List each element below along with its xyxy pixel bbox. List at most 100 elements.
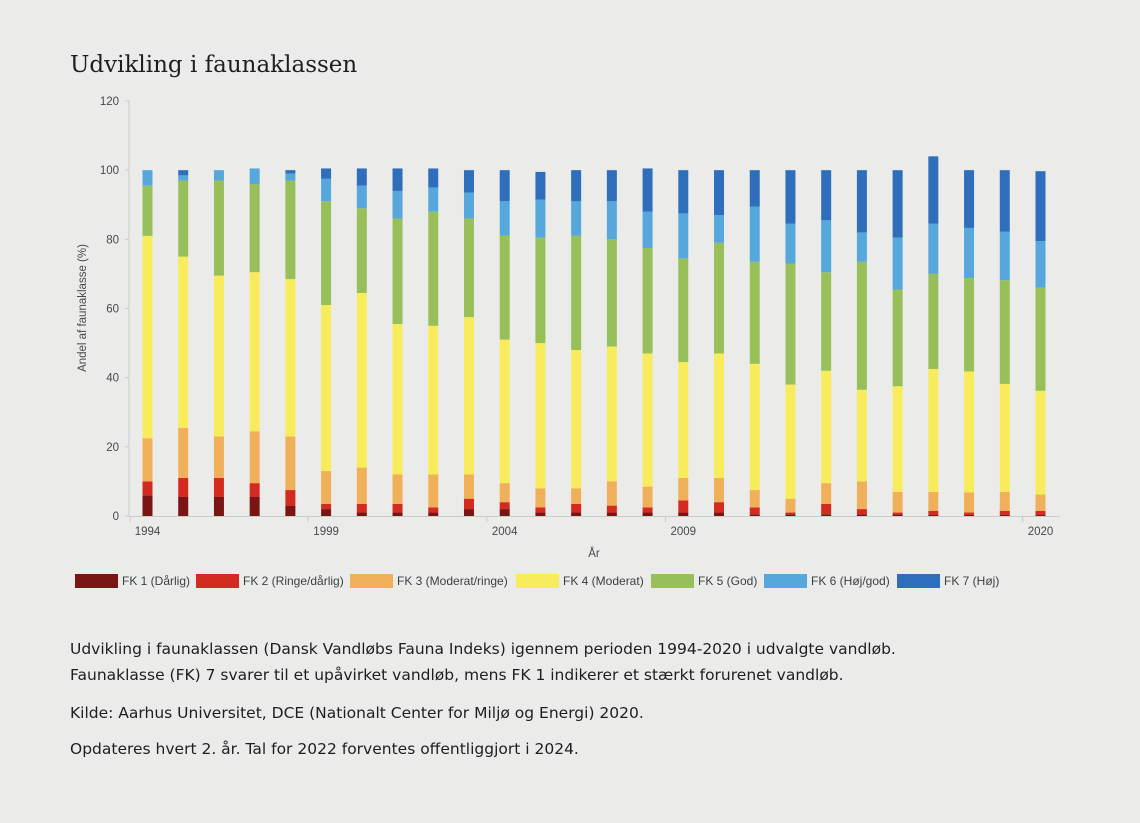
bar-segment-fk1 <box>928 514 939 516</box>
bar-segment-fk4 <box>821 370 832 484</box>
bar-segment-fk4 <box>535 343 546 489</box>
x-tick-label: 1999 <box>313 526 339 538</box>
bar-segment-fk2 <box>535 507 546 513</box>
bar-segment-fk5 <box>678 258 689 363</box>
bar-segment-fk5 <box>463 218 474 318</box>
bar-segment-fk3 <box>821 483 832 504</box>
legend-swatch <box>764 574 807 588</box>
bar-segment-fk5 <box>178 180 189 257</box>
bar-segment-fk3 <box>213 436 224 478</box>
bar-segment-fk5 <box>392 218 403 325</box>
bar-segment-fk6 <box>392 190 403 219</box>
bar-segment-fk7 <box>285 170 296 174</box>
bar-segment-fk1 <box>463 509 474 516</box>
bar-segment-fk1 <box>249 496 260 516</box>
legend-item-fk2: FK 2 (Ringe/dårlig) <box>196 574 344 588</box>
caption-line-2: Faunaklasse (FK) 7 svarer til et upåvirk… <box>70 666 844 684</box>
caption-line-1: Udvikling i faunaklassen (Dansk Vandløbs… <box>70 640 896 658</box>
bar-segment-fk2 <box>642 507 653 513</box>
bar-segment-fk3 <box>356 467 367 504</box>
bar-stack-2011 <box>749 170 760 516</box>
bar-segment-fk4 <box>642 353 653 487</box>
legend-swatch <box>75 574 118 588</box>
bar-segment-fk4 <box>678 362 689 478</box>
bar-segment-fk3 <box>428 474 439 508</box>
x-tick-label: 2009 <box>671 526 697 538</box>
bar-segment-fk6 <box>642 211 653 248</box>
legend-label: FK 1 (Dårlig) <box>122 574 190 588</box>
bar-segment-fk7 <box>321 168 332 179</box>
bar-segment-fk2 <box>142 481 153 496</box>
bar-segment-fk4 <box>928 369 939 492</box>
legend-label: FK 4 (Moderat) <box>563 574 644 588</box>
bar-stack-2020 <box>1035 171 1046 516</box>
bar-segment-fk7 <box>821 170 832 221</box>
update-note: Opdateres hvert 2. år. Tal for 2022 forv… <box>70 740 579 758</box>
bar-segment-fk5 <box>499 235 510 340</box>
bar-segment-fk6 <box>1035 241 1046 288</box>
bar-segment-fk2 <box>892 512 903 515</box>
bar-segment-fk2 <box>714 502 725 513</box>
bar-segment-fk7 <box>499 170 510 202</box>
bar-segment-fk1 <box>392 512 403 516</box>
bar-segment-fk7 <box>1035 171 1046 242</box>
bar-segment-fk5 <box>1035 287 1046 391</box>
bar-segment-fk3 <box>856 481 867 510</box>
bar-segment-fk4 <box>356 292 367 468</box>
bar-segment-fk4 <box>463 317 474 475</box>
bar-segment-fk4 <box>213 275 224 437</box>
bar-segment-fk7 <box>535 171 546 200</box>
bar-segment-fk3 <box>714 477 725 503</box>
bar-segment-fk4 <box>749 363 760 491</box>
bar-segment-fk2 <box>428 507 439 513</box>
bar-segment-fk7 <box>463 170 474 193</box>
legend-label: FK 7 (Høj) <box>944 574 999 588</box>
bar-segment-fk7 <box>964 170 975 228</box>
bar-segment-fk6 <box>428 187 439 212</box>
bar-segment-fk2 <box>821 503 832 515</box>
bar-segment-fk2 <box>1035 510 1046 515</box>
bar-segment-fk3 <box>892 491 903 513</box>
stacked-bar-chart: 0 20 40 60 80 100 120 1994 1999 2004 2009 2020 And… <box>75 96 1060 588</box>
bar-segment-fk2 <box>392 503 403 513</box>
chart-description: Udvikling i faunaklassen (Dansk Vandløbs… <box>70 636 1070 688</box>
bar-segment-fk5 <box>999 280 1010 384</box>
bar-segment-fk6 <box>999 231 1010 281</box>
bar-stack-2012 <box>785 170 796 516</box>
bar-segment-fk3 <box>785 498 796 513</box>
bar-segment-fk5 <box>856 261 867 390</box>
legend-swatch <box>651 574 694 588</box>
legend: FK 1 (Dårlig) FK 2 (Ringe/dårlig) FK 3 (Mo… <box>75 574 999 588</box>
bar-segment-fk5 <box>285 180 296 280</box>
x-tick-label: 2020 <box>1028 526 1054 538</box>
bar-segment-fk6 <box>142 170 153 186</box>
bar-segment-fk4 <box>785 384 796 499</box>
bar-segment-fk5 <box>821 272 832 371</box>
bar-segment-fk4 <box>142 235 153 439</box>
bar-segment-fk3 <box>928 491 939 511</box>
bar-segment-fk6 <box>249 168 260 184</box>
bar-segment-fk7 <box>642 168 653 212</box>
bar-segment-fk3 <box>678 477 689 501</box>
bar-segment-fk2 <box>463 498 474 510</box>
bar-segment-fk2 <box>285 490 296 506</box>
bar-segment-fk7 <box>999 170 1010 232</box>
bar-segment-fk6 <box>571 201 582 236</box>
bar-segment-fk1 <box>892 514 903 516</box>
bar-segment-fk2 <box>964 512 975 515</box>
bar-segment-fk1 <box>213 496 224 516</box>
bar-segment-fk1 <box>571 512 582 516</box>
y-tick-label: 120 <box>100 96 119 108</box>
bar-segment-fk4 <box>392 324 403 475</box>
legend-item-fk3: FK 3 (Moderat/ringe) <box>350 574 508 588</box>
bar-stack-2004 <box>499 170 510 516</box>
bar-segment-fk3 <box>964 492 975 513</box>
bar-stack-1994 <box>142 170 153 516</box>
bars <box>142 156 1046 516</box>
bar-segment-fk4 <box>285 279 296 437</box>
bar-segment-fk5 <box>964 278 975 372</box>
bar-segment-fk7 <box>606 170 617 202</box>
bar-stack-1996 <box>213 170 224 516</box>
bar-segment-fk7 <box>856 170 867 233</box>
legend-swatch <box>516 574 559 588</box>
